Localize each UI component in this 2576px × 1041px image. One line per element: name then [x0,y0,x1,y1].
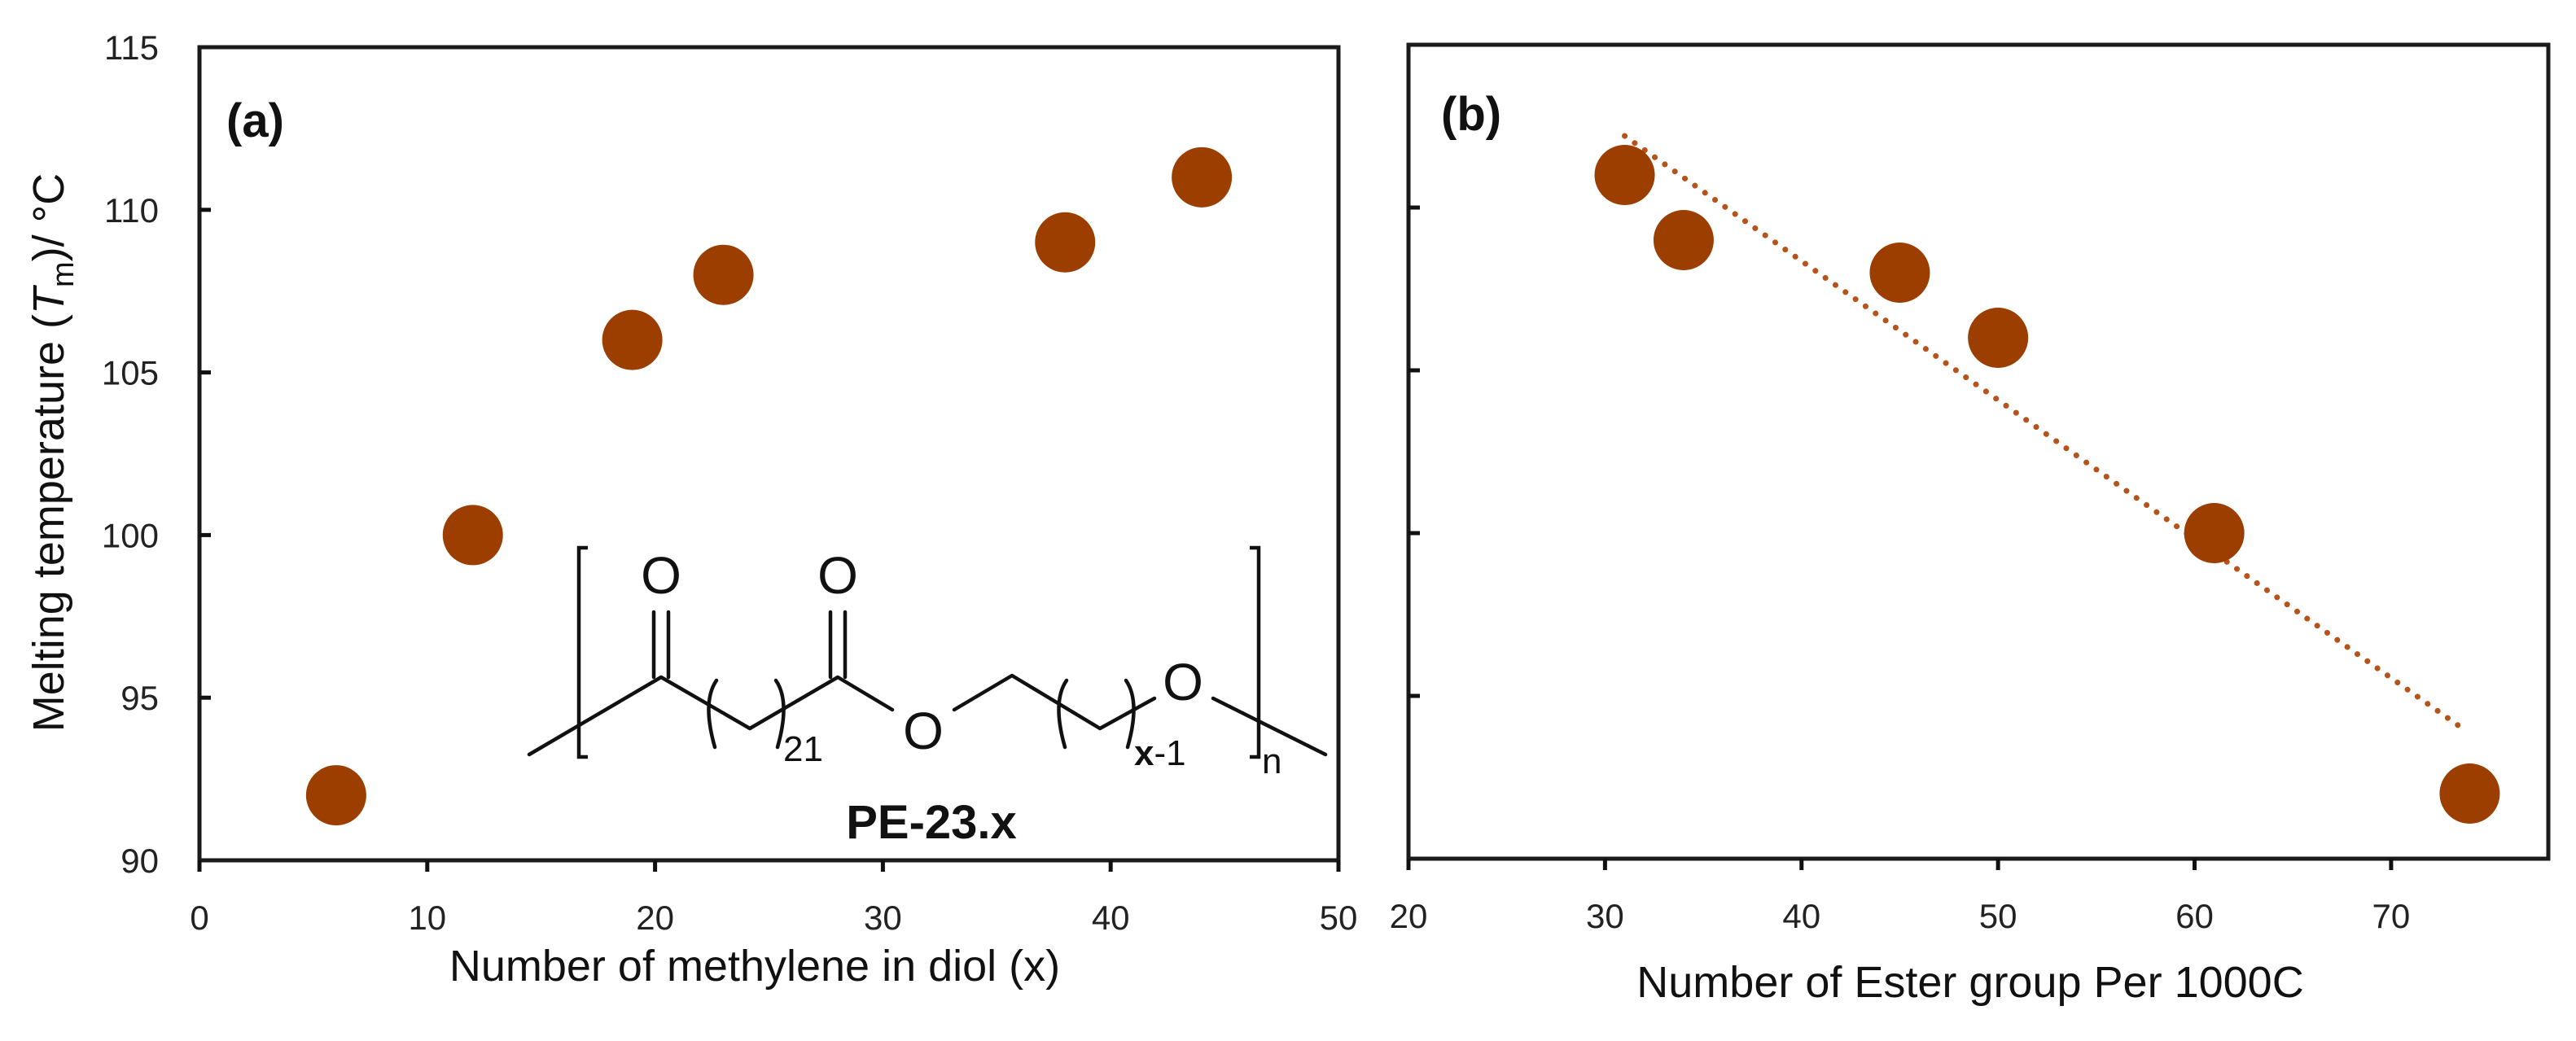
data-point-marker [2439,763,2500,824]
panel-b-plot: 20 30 40 50 60 70 (b) Number of Ester group P… [1390,42,2551,1007]
panel-a-y-ticks: 90 95 100 105 110 115 [102,28,211,880]
panel-b-frame [1406,42,2551,861]
x-tick-label: 40 [1092,899,1130,937]
left-bracket [576,545,588,759]
panel-a-label: (a) [226,94,284,147]
x-tick-label: 40 [1782,897,1820,935]
data-point-marker [602,309,663,370]
panel-b-y-ticks [1408,205,1420,698]
carbonyl-double-bond-2 [828,610,848,680]
chemical-structure-inset: O O O O 21 x-1 n PE-23.x [527,545,1328,849]
repeat-paren-2-left [1057,678,1069,750]
repeat-paren-2-right [1124,678,1136,750]
y-tick-label: 100 [102,516,159,554]
y-tick-label: 90 [120,842,159,880]
backbone-bond-2 [952,673,1157,731]
panel-b-label: (b) [1441,88,1501,141]
carbonyl-double-bond-1 [651,610,671,680]
y-axis-title: Melting temperature (Tm)/ °C [24,173,81,732]
panel-b-data-points [1594,145,2500,824]
right-bracket [1250,545,1261,759]
y-tick-label: 95 [120,679,159,717]
data-point-marker [442,505,503,566]
carbonyl-oxygen-1: O [641,546,681,605]
x-tick-label: 10 [408,899,446,937]
data-point-marker [305,765,366,826]
backbone-bond-1 [527,675,895,757]
data-point-marker [2184,503,2245,563]
panel-a-x-ticks: 0 10 20 30 40 50 [190,860,1357,937]
x-tick-label: 20 [636,899,674,937]
polymer-subscript-n: n [1262,741,1281,781]
panel-b-trendline [1622,133,2461,728]
repeat-paren-1-left [707,678,719,750]
repeat-subscript-21: 21 [783,729,823,769]
x-tick-label: 30 [864,899,902,937]
data-point-marker [1968,308,2029,368]
x-tick-label: 30 [1586,897,1624,935]
carbonyl-oxygen-2: O [817,546,858,605]
panel-b-x-ticks: 20 30 40 50 60 70 [1390,859,2411,935]
ether-oxygen: O [1163,653,1203,711]
x-tick-label: 50 [1979,897,2017,935]
x-tick-label: 20 [1390,897,1428,935]
panel-a-frame [197,45,1341,863]
y-tick-label: 115 [104,28,159,67]
x-tick-label: 0 [190,899,208,937]
backbone-bond-3 [1211,696,1328,757]
data-point-marker [1035,212,1096,273]
y-tick-label: 110 [104,191,159,230]
data-point-marker [1653,210,1714,270]
ester-oxygen: O [903,702,944,760]
panel-a-data-points [305,147,1233,826]
data-point-marker [1172,147,1233,208]
panel-a-plot: 90 95 100 105 110 115 0 10 20 30 40 50 (a) Number … [102,28,1357,991]
panel-a-x-axis-title: Number of methylene in diol (x) [449,942,1060,991]
panel-b-x-axis-title: Number of Ester group Per 1000C [1636,958,2303,1007]
x-tick-label: 50 [1320,899,1358,937]
data-point-marker [1594,145,1655,205]
data-point-marker [693,244,754,305]
x-tick-label: 60 [2175,897,2214,935]
y-tick-label: 105 [102,354,159,392]
x-tick-label: 70 [2372,897,2411,935]
data-point-marker [1869,243,1930,303]
structure-name: PE-23.x [846,796,1017,849]
repeat-paren-1-right [773,678,786,750]
repeat-subscript-x-minus-1: x-1 [1134,733,1186,773]
